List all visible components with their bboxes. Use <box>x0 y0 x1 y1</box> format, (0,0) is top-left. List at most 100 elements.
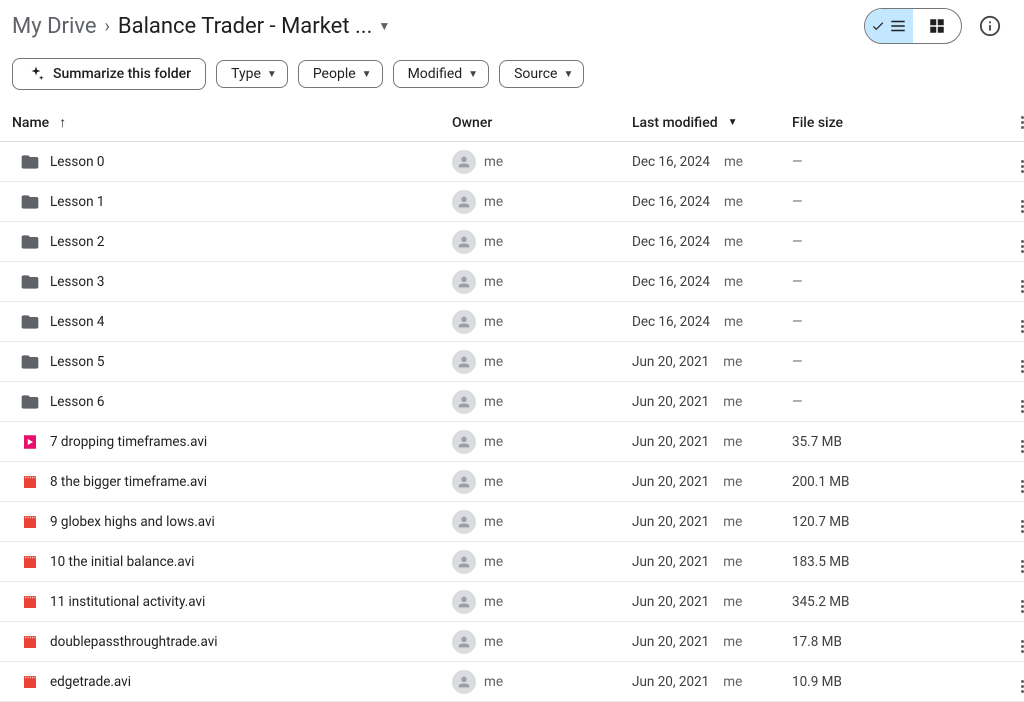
table-row[interactable]: Lesson 0meDec 16, 2024me— <box>0 142 1024 182</box>
modified-by: me <box>724 194 743 210</box>
owner-label: me <box>484 594 503 610</box>
table-row[interactable]: edgetrade.avimeJun 20, 2021me10.9 MB <box>0 662 1024 702</box>
filter-chip-modified[interactable]: Modified ▼ <box>393 60 490 88</box>
cell-size: 120.7 MB <box>792 514 972 530</box>
table-row[interactable]: 10 the initial balance.avimeJun 20, 2021… <box>0 542 1024 582</box>
info-button[interactable] <box>972 8 1008 44</box>
filter-chip-source[interactable]: Source ▼ <box>499 60 584 88</box>
owner-label: me <box>484 394 503 410</box>
breadcrumb: My Drive › Balance Trader - Market ... ▼ <box>12 14 390 39</box>
cell-name: Lesson 0 <box>12 152 452 172</box>
modified-by: me <box>723 594 742 610</box>
col-modified-label: Last modified <box>632 115 718 131</box>
summarize-button[interactable]: Summarize this folder <box>12 58 206 90</box>
cell-owner: me <box>452 590 632 614</box>
sort-asc-icon: ↑ <box>59 114 66 131</box>
modified-date: Jun 20, 2021 <box>632 514 709 530</box>
chip-label: Source <box>514 66 557 82</box>
cell-modified: Jun 20, 2021me <box>632 354 792 370</box>
owner-label: me <box>484 474 503 490</box>
avatar-icon <box>452 150 476 174</box>
list-icon <box>889 17 907 35</box>
table-row[interactable]: 9 globex highs and lows.avi me Jun 20, 202… <box>0 502 1024 542</box>
cell-name: Lesson 3 <box>12 272 452 292</box>
col-owner-label: Owner <box>452 115 492 131</box>
owner-label: me <box>484 434 503 450</box>
table-row[interactable]: 11 institutional activity.avimeJun 20, 2… <box>0 582 1024 622</box>
cell-size: — <box>792 314 972 330</box>
file-name: 9 globex highs and lows.avi <box>50 514 215 530</box>
cell-name: Lesson 4 <box>12 312 452 332</box>
cell-modified: Jun 20, 2021me <box>632 594 792 610</box>
col-owner[interactable]: Owner <box>452 115 632 131</box>
file-size: 345.2 MB <box>792 594 849 610</box>
avatar-icon <box>452 630 476 654</box>
cell-name: doublepassthroughtrade.avi <box>12 632 452 652</box>
file-table: Name ↑ Owner Last modified ▼ File size L… <box>0 104 1024 702</box>
file-size: 183.5 MB <box>792 554 849 570</box>
avatar-icon <box>452 390 476 414</box>
col-size[interactable]: File size <box>792 115 972 131</box>
owner-label: me <box>484 674 503 690</box>
table-row[interactable]: Lesson 3meDec 16, 2024me— <box>0 262 1024 302</box>
modified-by: me <box>723 354 742 370</box>
chip-label: Modified <box>408 66 463 82</box>
cell-size: 35.7 MB <box>792 434 972 450</box>
avatar-icon <box>452 270 476 294</box>
sparkle-icon <box>27 65 45 83</box>
avatar-icon <box>452 190 476 214</box>
table-row[interactable]: 7 dropping timeframes.avimeJun 20, 2021m… <box>0 422 1024 462</box>
file-name: Lesson 0 <box>50 154 104 170</box>
breadcrumb-root[interactable]: My Drive <box>12 14 97 39</box>
cell-owner: me <box>452 550 632 574</box>
cell-size: — <box>792 194 972 210</box>
file-size: 35.7 MB <box>792 434 842 450</box>
folder-icon <box>20 352 40 372</box>
avatar-icon <box>452 510 476 534</box>
cell-owner: me <box>452 670 632 694</box>
list-view-button[interactable] <box>865 9 913 43</box>
cell-name: 8 the bigger timeframe.avi <box>12 472 452 492</box>
info-icon <box>979 15 1001 37</box>
filter-chip-people[interactable]: People ▼ <box>298 60 383 88</box>
table-row[interactable]: Lesson 5meJun 20, 2021me— <box>0 342 1024 382</box>
folder-icon <box>20 272 40 292</box>
breadcrumb-current[interactable]: Balance Trader - Market ... ▼ <box>118 14 390 39</box>
cell-owner: me <box>452 470 632 494</box>
table-row[interactable]: 8 the bigger timeframe.avi me Jun 20, 2021… <box>0 462 1024 502</box>
summarize-label: Summarize this folder <box>53 66 191 82</box>
cell-name: 11 institutional activity.avi <box>12 592 452 612</box>
table-row[interactable]: Lesson 6meJun 20, 2021me— <box>0 382 1024 422</box>
col-name[interactable]: Name ↑ <box>12 114 452 131</box>
table-row[interactable]: doublepassthroughtrade.avimeJun 20, 2021… <box>0 622 1024 662</box>
table-header: Name ↑ Owner Last modified ▼ File size <box>0 104 1024 142</box>
video-icon <box>20 432 40 452</box>
check-icon <box>871 19 885 33</box>
file-name: 10 the initial balance.avi <box>50 554 194 570</box>
caret-down-icon: ▼ <box>267 69 277 80</box>
cell-name: Lesson 6 <box>12 392 452 412</box>
modified-by: me <box>723 554 742 570</box>
cell-owner: me <box>452 430 632 454</box>
owner-label: me <box>484 514 503 530</box>
file-name: Lesson 4 <box>50 314 104 330</box>
owner-label: me <box>484 314 503 330</box>
chip-label: Type <box>231 66 261 82</box>
col-name-label: Name <box>12 115 49 131</box>
table-row[interactable]: Lesson 1meDec 16, 2024me— <box>0 182 1024 222</box>
grid-view-button[interactable] <box>913 9 961 43</box>
modified-date: Jun 20, 2021 <box>632 474 709 490</box>
col-modified[interactable]: Last modified ▼ <box>632 115 792 131</box>
modified-date: Dec 16, 2024 <box>632 274 710 290</box>
table-row[interactable]: Lesson 2meDec 16, 2024me— <box>0 222 1024 262</box>
table-row[interactable]: Lesson 4meDec 16, 2024me— <box>0 302 1024 342</box>
modified-date: Dec 16, 2024 <box>632 314 710 330</box>
cell-size: — <box>792 234 972 250</box>
modified-by: me <box>723 514 742 530</box>
file-size: 200.1 MB <box>792 474 849 490</box>
col-size-label: File size <box>792 115 843 131</box>
cell-name: 10 the initial balance.avi <box>12 552 452 572</box>
cell-owner: me <box>452 350 632 374</box>
file-size: — <box>792 234 803 250</box>
filter-chip-type[interactable]: Type ▼ <box>216 60 288 88</box>
